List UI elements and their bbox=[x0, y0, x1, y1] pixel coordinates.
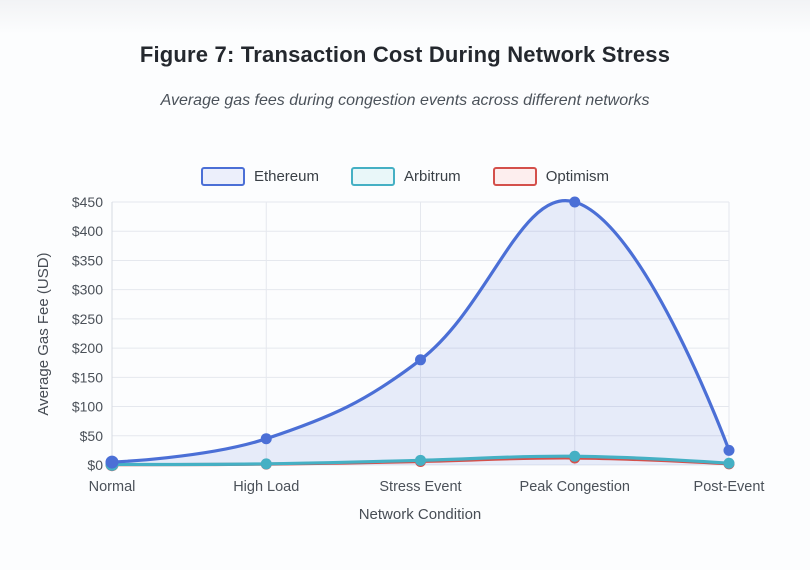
data-point-arbitrum-2[interactable] bbox=[415, 454, 426, 466]
series-area-ethereum bbox=[112, 200, 729, 465]
data-point-arbitrum-4[interactable] bbox=[723, 457, 735, 469]
y-tick-label: $0 bbox=[87, 457, 103, 473]
y-tick-label: $300 bbox=[72, 282, 103, 298]
y-tick-label: $150 bbox=[72, 369, 103, 385]
legend-swatch-arbitrum bbox=[351, 167, 395, 186]
data-point-ethereum-1[interactable] bbox=[260, 433, 272, 445]
grid-layer bbox=[111, 201, 730, 466]
series-line-ethereum bbox=[110, 199, 731, 464]
data-point-ethereum-3[interactable] bbox=[569, 196, 581, 208]
legend-label: Optimism bbox=[545, 168, 610, 185]
legend-item-arbitrum[interactable]: Arbitrum bbox=[351, 167, 461, 186]
figure-subtitle: Average gas fees during congestion event… bbox=[160, 92, 650, 109]
y-tick-label: $400 bbox=[72, 223, 103, 239]
legend-swatch-optimism bbox=[492, 167, 537, 186]
x-tick-label: Peak Congestion bbox=[520, 479, 630, 495]
y-tick-label: $250 bbox=[72, 311, 103, 327]
data-point-arbitrum-1[interactable] bbox=[260, 458, 272, 470]
x-axis-title: Network Condition bbox=[359, 506, 482, 523]
legend-item-optimism[interactable]: Optimism bbox=[492, 167, 610, 186]
legend-item-ethereum[interactable]: Ethereum bbox=[200, 167, 319, 186]
figure-title: Figure 7: Transaction Cost During Networ… bbox=[139, 42, 671, 67]
series-layer bbox=[105, 196, 735, 472]
y-axis-title: Average Gas Fee (USD) bbox=[35, 252, 52, 415]
x-tick-label: Stress Event bbox=[379, 479, 461, 495]
tick-layer: $0 $50 $100 $150 $200 $250 $300 $350 $400 $450 Nor… bbox=[72, 194, 765, 495]
y-tick-label: $50 bbox=[80, 428, 104, 444]
y-tick-label: $450 bbox=[72, 194, 103, 210]
data-point-ethereum-4[interactable] bbox=[723, 444, 735, 456]
x-tick-label: Normal bbox=[89, 479, 136, 495]
line-chart: $0 $50 $100 $150 $200 $250 $300 $350 $400 $450 Nor… bbox=[35, 194, 765, 523]
legend-label: Ethereum bbox=[253, 168, 319, 185]
data-point-arbitrum-3[interactable] bbox=[569, 450, 581, 462]
legend-label: Arbitrum bbox=[404, 168, 461, 185]
chart-legend: Ethereum Arbitrum Optimism bbox=[0, 167, 810, 186]
x-tick-label: High Load bbox=[233, 479, 299, 495]
y-tick-label: $200 bbox=[72, 340, 103, 356]
y-tick-label: $100 bbox=[72, 399, 103, 415]
data-point-ethereum-0[interactable] bbox=[105, 455, 119, 469]
y-tick-label: $350 bbox=[72, 252, 103, 268]
x-tick-label: Post-Event bbox=[694, 479, 765, 495]
data-point-ethereum-2[interactable] bbox=[415, 354, 426, 366]
legend-swatch-ethereum bbox=[200, 167, 245, 186]
